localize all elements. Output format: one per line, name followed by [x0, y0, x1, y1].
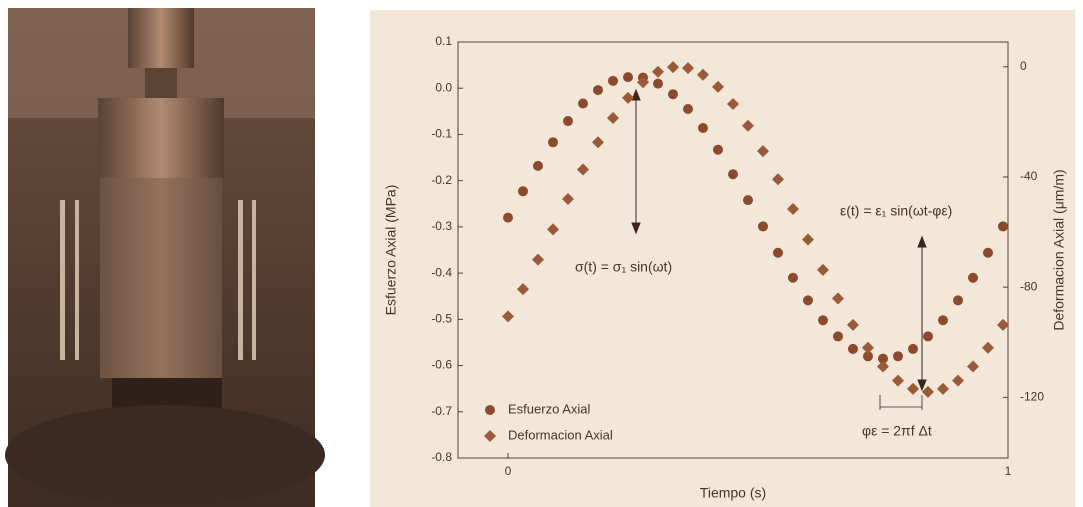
y2-axis-title: Deformacion Axial (μm/m): [1051, 169, 1067, 330]
data-point: [937, 382, 949, 395]
legend-marker: [484, 430, 496, 442]
data-point: [742, 119, 754, 132]
data-point: [698, 122, 708, 133]
legend-label: Deformacion Axial: [508, 427, 613, 442]
data-point: [728, 169, 738, 180]
data-point: [892, 374, 904, 387]
data-point: [667, 61, 679, 74]
data-point: [547, 223, 559, 236]
data-point: [548, 137, 558, 148]
data-point: [622, 91, 634, 104]
x-tick-label: 0: [505, 464, 512, 478]
data-point: [577, 163, 589, 176]
annotation: ε(t) = ε₁ sin(ωt-φε): [840, 203, 952, 219]
data-point: [983, 247, 993, 258]
data-point: [682, 62, 694, 75]
data-point: [817, 263, 829, 276]
annotation-arrows: [631, 88, 927, 410]
data-point: [757, 145, 769, 158]
legend-label: Esfuerzo Axial: [508, 401, 590, 416]
data-point: [997, 318, 1009, 331]
data-point: [607, 112, 619, 125]
data-point: [998, 221, 1008, 232]
y-tick-label: -0.8: [431, 450, 452, 464]
data-point: [968, 272, 978, 283]
data-point: [562, 193, 574, 206]
y-tick-label: -0.5: [431, 312, 452, 326]
y2-tick-label: -120: [1020, 390, 1044, 404]
data-point: [623, 72, 633, 83]
data-point: [982, 341, 994, 354]
y-tick-label: 0.0: [435, 80, 452, 94]
data-point: [712, 80, 724, 93]
y-tick-label: 0.1: [435, 34, 452, 48]
data-point: [848, 343, 858, 354]
data-point: [833, 331, 843, 342]
plot-frame: [457, 41, 1009, 459]
x-tick-label: 1: [1005, 464, 1012, 478]
chart-background: [370, 10, 1075, 507]
data-point: [772, 173, 784, 186]
y-tick-label: -0.1: [431, 127, 452, 141]
data-point: [637, 76, 649, 89]
data-point: [727, 97, 739, 110]
data-point: [773, 247, 783, 258]
data-point: [967, 360, 979, 373]
data-point: [683, 104, 693, 115]
y2-tick-label: -80: [1020, 279, 1038, 293]
data-point: [518, 186, 528, 197]
y-tick-label: -0.4: [431, 265, 452, 279]
data-point: [877, 360, 889, 373]
legend-marker: [485, 405, 495, 415]
data-point: [818, 315, 828, 326]
data-point: [862, 341, 874, 354]
data-point: [653, 78, 663, 89]
data-point: [503, 212, 513, 223]
x-axis-title: Tiempo (s): [700, 485, 766, 501]
data-point: [713, 144, 723, 155]
data-point: [788, 272, 798, 283]
data-point: [517, 283, 529, 296]
data-point: [863, 351, 873, 362]
data-point: [758, 221, 768, 232]
y-tick-label: -0.7: [431, 404, 452, 418]
data-point: [533, 160, 543, 171]
data-point: [787, 202, 799, 215]
data-point: [953, 295, 963, 306]
annotation: σ(t) = σ₁ sin(ωt): [575, 259, 672, 275]
data-point: [952, 374, 964, 387]
data-point: [922, 385, 934, 398]
data-point: [592, 136, 604, 149]
y-tick-label: -0.3: [431, 219, 452, 233]
data-point: [743, 195, 753, 206]
data-point: [502, 310, 514, 323]
data-point: [697, 68, 709, 81]
y-tick-label: -0.2: [431, 173, 452, 187]
data-point: [907, 382, 919, 395]
y2-tick-label: 0: [1020, 59, 1027, 73]
data-point: [668, 89, 678, 100]
data-point: [878, 353, 888, 364]
data-point: [803, 295, 813, 306]
data-point: [908, 343, 918, 354]
data-point: [608, 75, 618, 86]
data-point: [923, 331, 933, 342]
data-point: [578, 98, 588, 109]
data-point: [832, 292, 844, 305]
y-tick-label: -0.6: [431, 358, 452, 372]
data-point: [847, 318, 859, 331]
data-point: [893, 351, 903, 362]
photo: [5, 8, 325, 507]
data-point: [938, 315, 948, 326]
y2-tick-label: -40: [1020, 169, 1038, 183]
data-point: [652, 65, 664, 78]
data-point: [802, 233, 814, 246]
data-point: [532, 253, 544, 266]
annotation: φε = 2πf Δt: [862, 423, 932, 439]
data-point: [593, 85, 603, 96]
y-axis-title: Esfuerzo Axial (MPa): [383, 185, 399, 316]
data-point: [563, 116, 573, 127]
